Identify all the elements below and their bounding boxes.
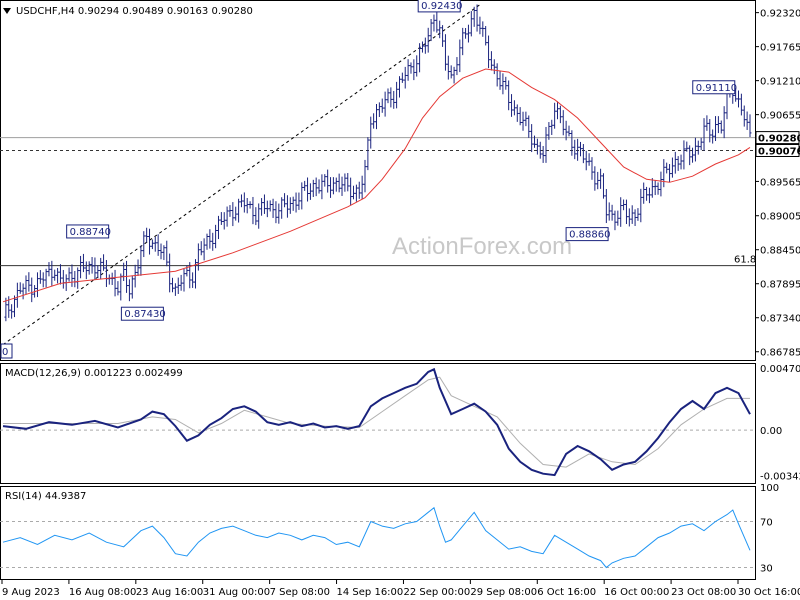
macd-axis-label: 0.004704	[760, 364, 800, 375]
rsi-axis-label: 100	[760, 483, 779, 494]
corner-label-box	[0, 343, 13, 359]
price-axis-label: 0.92320	[760, 9, 800, 20]
annotation-box	[565, 227, 609, 242]
moving-average-line	[2, 68, 751, 303]
price-axis-label: 0.90655	[760, 111, 800, 122]
time-axis-label: 9 Aug 2023	[2, 587, 60, 598]
price-axis-label: 0.88450	[760, 246, 800, 257]
time-axis-label: 30 Oct 16:00	[738, 587, 800, 598]
current-price-label: 0.90280	[758, 134, 800, 145]
annotation-label: 0.91110	[696, 83, 737, 94]
macd-signal-line	[3, 376, 750, 468]
annotation-box	[66, 224, 110, 239]
collapse-triangle-icon[interactable]	[3, 8, 11, 14]
corner-label: 0	[2, 347, 8, 358]
price-annotations: 0.92430 0.91110 0.88860 0.88740 0.87430	[66, 0, 737, 321]
rsi-panel	[0, 486, 756, 580]
watermark: ActionForex.com	[392, 233, 572, 260]
indicator-lines	[2, 68, 751, 569]
annotation-box	[417, 0, 461, 13]
trendline	[2, 4, 481, 346]
price-axis-label: 0.87340	[760, 314, 800, 325]
time-axis-label: 14 Sep 16:00	[337, 587, 404, 598]
rsi-axis-label: 70	[760, 518, 773, 529]
guide-lines: 61.8	[0, 4, 756, 568]
time-axis-label: 29 Sep 08:00	[470, 587, 537, 598]
macd-axis-label: -0.003429	[760, 471, 800, 482]
time-axis-label: 16 Oct 00:00	[604, 587, 669, 598]
price-axis-label: 0.89005	[760, 212, 800, 223]
rsi-header: RSI(14) 44.9387	[5, 491, 86, 502]
time-axis-label: 23 Oct 08:00	[671, 587, 736, 598]
annotation-label: 0.92430	[421, 1, 462, 12]
annotation-label: 0.87430	[124, 309, 165, 320]
level-price-label: 0.90070	[758, 146, 800, 157]
price-axis-label: 0.91765	[760, 43, 800, 54]
current-price-tag	[755, 131, 800, 145]
candles	[4, 4, 752, 322]
time-axis-label: 6 Oct 16:00	[537, 587, 596, 598]
time-axis-label: 31 Aug 00:00	[203, 587, 270, 598]
rsi-line	[2, 506, 751, 569]
price-axis-label: 0.86785	[760, 348, 800, 359]
time-axis-label: 7 Sep 08:00	[270, 587, 330, 598]
axes: 0.923200.917650.912100.906550.901000.895…	[1, 9, 800, 598]
fib-level-label: 61.8	[734, 255, 756, 266]
level-price-tag	[755, 143, 800, 157]
annotation-box	[692, 80, 736, 95]
macd-line	[2, 367, 751, 477]
price-header: USDCHF,H4 0.90294 0.90489 0.90163 0.9028…	[16, 6, 253, 17]
time-axis-label: 16 Aug 08:00	[69, 587, 136, 598]
price-axis-label: 0.91210	[760, 77, 800, 88]
annotation-box	[120, 306, 164, 321]
macd-axis-label: 0.00	[760, 426, 782, 437]
price-panel	[0, 0, 756, 361]
rsi-axis-label: 30	[760, 564, 773, 575]
annotation-label: 0.88860	[569, 230, 610, 241]
time-axis-label: 23 Aug 16:00	[136, 587, 203, 598]
time-axis-label: 22 Sep 00:00	[403, 587, 470, 598]
macd-header: MACD(12,26,9) 0.001223 0.002499	[5, 368, 183, 379]
price-axis-label: 0.87895	[760, 280, 800, 291]
macd-panel	[0, 363, 756, 484]
annotation-label: 0.88740	[70, 227, 111, 238]
price-axis-label: 0.89565	[760, 177, 800, 188]
